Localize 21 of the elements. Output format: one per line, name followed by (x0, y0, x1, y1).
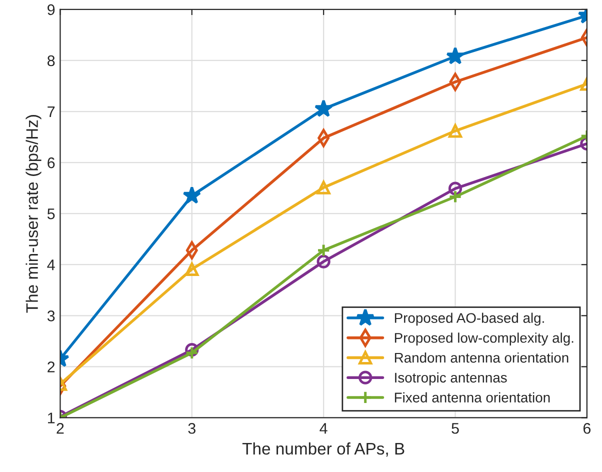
legend-label: Random antenna orientation (394, 352, 568, 363)
x-tick-label: 2 (56, 422, 64, 434)
y-tick-label: 9 (48, 4, 55, 16)
x-axis-title: The number of APs, B (242, 442, 404, 457)
y-tick-label: 5 (47, 208, 55, 220)
y-tick-label: 6 (48, 157, 55, 168)
y-tick-label: 3 (47, 310, 55, 322)
x-tick-label: 6 (583, 422, 591, 434)
y-tick-label: 2 (48, 362, 55, 372)
x-tick-label: 3 (188, 422, 196, 434)
x-tick-label: 4 (320, 423, 328, 434)
y-tick-label: 4 (47, 260, 55, 270)
legend-label: Isotropic antennas (395, 372, 507, 386)
legend-label: Fixed antenna orientation (394, 392, 550, 402)
y-tick-label: 8 (48, 55, 55, 66)
legend-label: Proposed low-complexity alg. (394, 332, 574, 346)
legend-label: Proposed AO-based alg. (394, 312, 544, 326)
y-tick-label: 7 (48, 106, 55, 118)
y-tick-label: 1 (48, 412, 55, 424)
y-axis-title: The min-user rate (bps/Hz) (26, 115, 42, 313)
x-tick-label: 5 (452, 423, 459, 434)
